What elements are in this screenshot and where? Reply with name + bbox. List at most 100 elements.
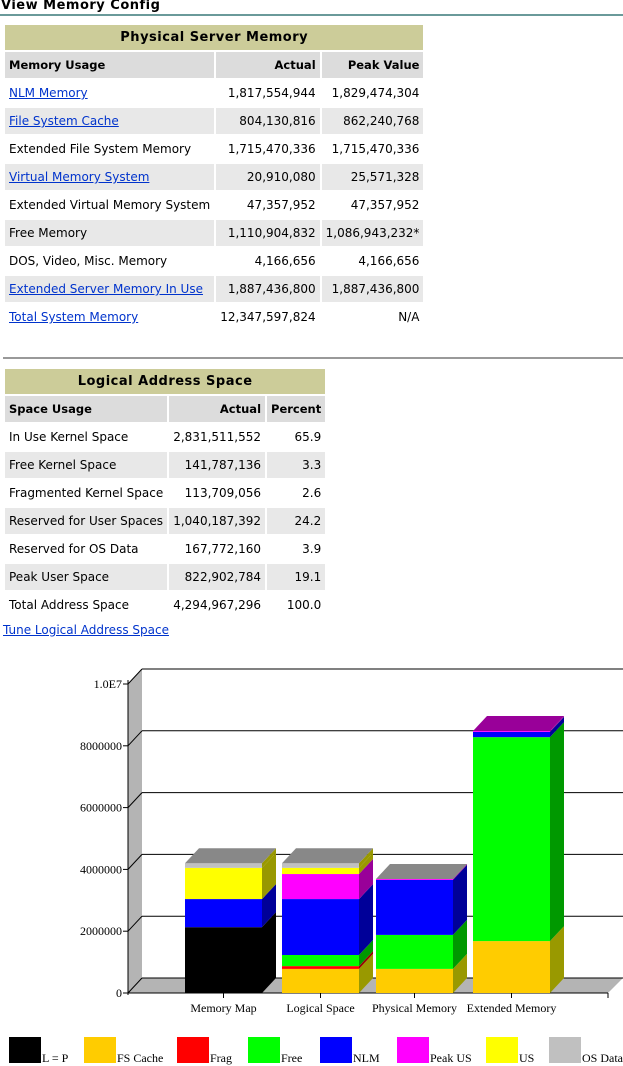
legend-swatch — [549, 1037, 581, 1063]
row-label-text: Free Memory — [9, 226, 88, 240]
bar-segment-os-data — [185, 863, 262, 868]
bar-segment-nlm — [376, 879, 453, 935]
col-header: Space Usage — [5, 396, 168, 422]
bar-segment-side — [359, 859, 373, 900]
actual-cell: 1,040,187,392 — [169, 508, 266, 534]
y-tick-label: 1.0E7 — [94, 677, 122, 691]
bar-segment-side — [453, 953, 467, 993]
row-label: Peak User Space — [5, 564, 168, 590]
table-row: Virtual Memory System 20,910,080 25,571,… — [5, 164, 424, 190]
table-row: Fragmented Kernel Space 113,709,056 2.6 — [5, 480, 325, 506]
legend-label: FS Cache — [117, 1051, 164, 1065]
percent-cell: 2.6 — [302, 486, 322, 500]
x-tick-label: Extended Memory — [467, 1001, 557, 1015]
bar-segment-side — [453, 864, 467, 935]
legend-label: US — [519, 1051, 535, 1065]
x-tick-label: Physical Memory — [372, 1001, 457, 1015]
row-label: Reserved for User Spaces — [5, 508, 168, 534]
row-label: Free Memory — [5, 220, 215, 246]
row-label: In Use Kernel Space — [9, 430, 129, 444]
actual-cell: 2,831,511,552 — [173, 430, 262, 444]
bar-segment-side — [453, 919, 467, 969]
bar-segment-side — [359, 953, 373, 993]
peak-cell: 1,829,474,304 — [331, 86, 420, 100]
tune-logical-address-space-link[interactable]: Tune Logical Address Space — [3, 623, 169, 637]
row-label: Reserved for OS Data — [9, 542, 139, 556]
legend-swatch — [397, 1037, 429, 1063]
bar-segment-fs-cache — [282, 968, 359, 993]
bar-segment-us — [185, 867, 262, 900]
row-label-text: DOS, Video, Misc. Memory — [9, 254, 168, 268]
table-row: NLM Memory 1,817,554,944 1,829,474,304 — [5, 80, 423, 106]
bar-segment-side — [262, 852, 276, 900]
peak-cell: 1,086,943,232* — [321, 220, 424, 246]
bar-segment-frag — [282, 966, 359, 969]
col-header: Percent — [267, 396, 326, 422]
bar-logical-space — [282, 848, 373, 993]
table-row: Free Memory 1,110,904,832 1,086,943,232* — [5, 220, 424, 246]
peak-cell: 4,166,656 — [358, 254, 420, 268]
table-row: Free Kernel Space 141,787,136 3.3 — [5, 452, 326, 478]
actual-cell: 113,709,056 — [184, 486, 262, 500]
bar-segment-side — [262, 912, 276, 993]
table-row: Peak User Space 822,902,784 19.1 — [5, 564, 326, 590]
legend-swatch — [84, 1037, 116, 1063]
bar-top — [185, 848, 276, 864]
row-link[interactable]: Total System Memory — [9, 310, 139, 324]
y-tick-label: 0 — [116, 986, 122, 1000]
title-divider — [0, 14, 623, 16]
bar-top — [473, 715, 564, 731]
col-header: Memory Usage — [5, 52, 215, 78]
bar-segment-us — [282, 867, 359, 875]
bar-segment-side — [550, 716, 564, 738]
chart-left-wall — [128, 669, 142, 993]
actual-cell: 12,347,597,824 — [220, 310, 316, 324]
bar-segment-nlm — [185, 899, 262, 928]
bar-top — [376, 863, 467, 879]
table-row: Extended Virtual Memory System 47,357,95… — [5, 192, 423, 218]
row-label: Virtual Memory System — [5, 164, 215, 190]
bar-segment-nlm — [473, 731, 550, 738]
bar-segment-side — [262, 848, 276, 868]
table-row: Reserved for User Spaces 1,040,187,392 2… — [5, 508, 326, 534]
bar-memory-map — [185, 848, 276, 993]
percent-cell: 3.3 — [267, 452, 326, 478]
row-label: Extended Server Memory In Use — [5, 276, 215, 302]
percent-cell: 65.9 — [294, 430, 322, 444]
row-label: Free Kernel Space — [5, 452, 168, 478]
gridline-wall — [127, 977, 143, 994]
gridline-wall — [127, 854, 143, 870]
row-label: Extended File System Memory — [5, 136, 214, 162]
actual-cell: 1,715,470,336 — [227, 142, 316, 156]
legend-swatch — [248, 1037, 280, 1063]
bar-segment-side — [359, 939, 373, 967]
table-row: Total System Memory 12,347,597,824 N/A — [5, 304, 423, 330]
row-label: Total System Memory — [5, 304, 214, 330]
legend-swatch — [320, 1037, 352, 1063]
legend-label: Frag — [210, 1051, 232, 1065]
row-link[interactable]: NLM Memory — [9, 86, 88, 100]
row-link[interactable]: Virtual Memory System — [9, 170, 150, 184]
col-header: Peak Value — [321, 52, 424, 78]
x-tick-label: Memory Map — [190, 1001, 256, 1015]
actual-cell: 822,902,784 — [169, 564, 266, 590]
row-link[interactable]: File System Cache — [9, 114, 119, 128]
bar-extended-memory — [473, 715, 564, 993]
actual-cell: 1,110,904,832 — [216, 220, 320, 246]
bar-segment-os-data — [282, 863, 359, 868]
gridline-wall — [127, 792, 143, 808]
peak-cell: 1,887,436,800 — [321, 276, 424, 302]
table-row: In Use Kernel Space 2,831,511,552 65.9 — [5, 424, 325, 450]
y-tick-label: 6000000 — [80, 801, 122, 815]
row-link[interactable]: Extended Server Memory In Use — [9, 282, 203, 296]
table-row: Extended File System Memory 1,715,470,33… — [5, 136, 423, 162]
percent-cell: 3.9 — [302, 542, 322, 556]
y-tick-label: 4000000 — [80, 862, 122, 876]
y-tick-label: 2000000 — [80, 924, 122, 938]
table-row: File System Cache 804,130,816 862,240,76… — [5, 108, 424, 134]
legend-label: Peak US — [430, 1051, 472, 1065]
peak-cell: 25,571,328 — [321, 164, 424, 190]
actual-cell: 1,817,554,944 — [227, 86, 316, 100]
row-label-text: Extended Virtual Memory System — [9, 198, 211, 212]
percent-cell: 24.2 — [267, 508, 326, 534]
